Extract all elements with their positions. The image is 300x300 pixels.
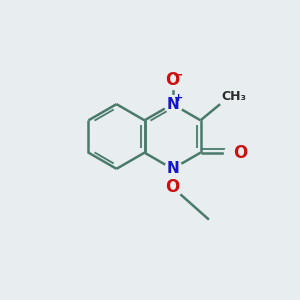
Text: −: − — [172, 68, 183, 81]
Text: CH₃: CH₃ — [221, 90, 246, 103]
Text: O: O — [233, 144, 247, 162]
Text: N: N — [166, 161, 179, 176]
Text: O: O — [165, 71, 180, 89]
Text: +: + — [174, 93, 184, 103]
Text: N: N — [166, 97, 179, 112]
Text: O: O — [165, 178, 180, 196]
